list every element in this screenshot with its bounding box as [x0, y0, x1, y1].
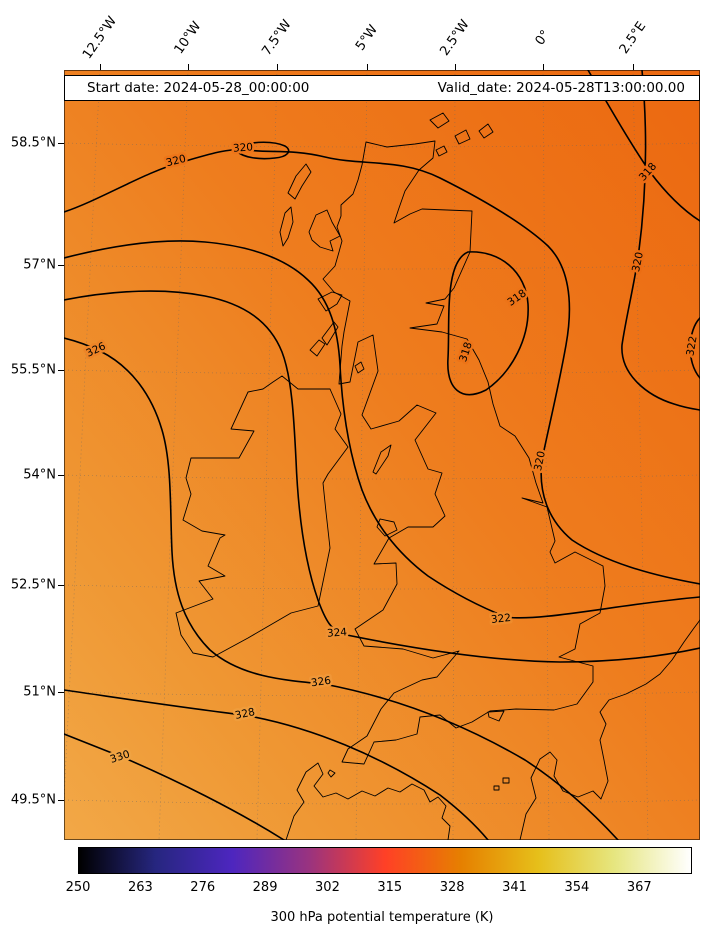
- contour-line-320-northeast: [621, 70, 700, 411]
- colorbar-ticks: 250 263 276 289 302 315 328 341 354 367: [66, 880, 692, 896]
- coastline-channel-islands: [327, 769, 510, 791]
- temperature-field: [64, 70, 700, 840]
- lon-tick-label: 0°: [532, 27, 554, 49]
- contour-line-322: [64, 240, 700, 619]
- coastline-anglesey: [376, 518, 398, 537]
- title-bar: Start date: 2024-05-28_00:00:00 Valid_da…: [64, 75, 700, 101]
- contour-line-324: [64, 290, 700, 663]
- coastline-mull: [317, 291, 343, 312]
- temperature-contour-map: 3203203183203223183183203263223243263283…: [64, 70, 700, 840]
- coastlines: [175, 112, 700, 840]
- colorbar-tick-label: 328: [439, 880, 465, 895]
- colorbar-tick-label: 263: [127, 880, 153, 895]
- colorbar-tick-label: 250: [65, 880, 91, 895]
- contour-lines: [64, 70, 700, 840]
- map-area: 320 320 318 320 322 318 318 320 326 322 324 326 328 3…: [64, 70, 700, 840]
- colorbar-tick-label: 341: [502, 880, 527, 895]
- contour-label: 326: [310, 675, 332, 690]
- colorbar-tick-label: 302: [315, 880, 340, 895]
- lat-tick-label: 54°N: [23, 467, 56, 483]
- coastline-outer-hebrides: [279, 163, 312, 247]
- plot-frame: [64, 70, 700, 840]
- colorbar: [78, 847, 692, 874]
- contour-line-318-closed-loop: [447, 251, 529, 396]
- colorbar-tick-label: 354: [564, 880, 590, 895]
- contour-label: 320: [165, 153, 187, 169]
- lon-tick-label: 10°W: [171, 18, 205, 58]
- lat-tick-label: 49.5°N: [10, 792, 56, 808]
- start-date-text: Start date: 2024-05-28_00:00:00: [87, 80, 310, 96]
- colorbar-tick-label: 315: [377, 880, 403, 895]
- contour-line-328: [64, 689, 489, 840]
- valid-date-text: Valid_date: 2024-05-28T13:00:00.00: [437, 80, 685, 96]
- lon-tick-label: 12.5°W: [80, 13, 120, 63]
- coastline-isle-of-wight: [487, 710, 505, 722]
- colorbar-gradient: [79, 848, 691, 873]
- coastline-skye: [308, 209, 341, 252]
- lon-tick-label: 7.5°W: [259, 17, 295, 59]
- contour-line-330: [64, 733, 285, 840]
- coastline-orkney: [429, 112, 494, 157]
- contour-label: 322: [490, 612, 511, 626]
- coastline-isle-of-man: [372, 444, 392, 475]
- contour-label: 322: [684, 335, 699, 357]
- colorbar-tick-label: 276: [190, 880, 216, 895]
- contour-line-320-small-loop: [236, 141, 290, 160]
- lat-tick-label: 58.5°N: [10, 135, 56, 151]
- contour-label: 324: [327, 626, 348, 639]
- colorbar-caption: 300 hPa potential temperature (K): [270, 910, 494, 925]
- lat-tick-label: 57°N: [23, 257, 56, 273]
- lat-tick-label: 52.5°N: [10, 577, 56, 593]
- coastline-brittany: [285, 762, 451, 840]
- contour-line-326: [64, 337, 619, 840]
- lat-tick-label: 55.5°N: [10, 362, 56, 378]
- contour-label: 320: [233, 141, 254, 154]
- contour-line-320-northwest: [64, 148, 700, 585]
- lon-tick-label: 2.5°W: [437, 17, 473, 59]
- lat-tick-label: 51°N: [23, 684, 56, 700]
- colorbar-tick-label: 367: [626, 880, 652, 895]
- lon-tick-label: 5°W: [352, 22, 382, 54]
- coastline-normandy-calais: [519, 619, 700, 840]
- coastline-islay-jura: [309, 321, 365, 374]
- coastline-ireland: [175, 375, 349, 658]
- coastline-great-britain: [322, 140, 606, 765]
- lon-tick-label: 2.5°E: [616, 19, 650, 57]
- contour-line-322-east-edge: [689, 317, 700, 379]
- colorbar-tick-label: 289: [252, 880, 278, 895]
